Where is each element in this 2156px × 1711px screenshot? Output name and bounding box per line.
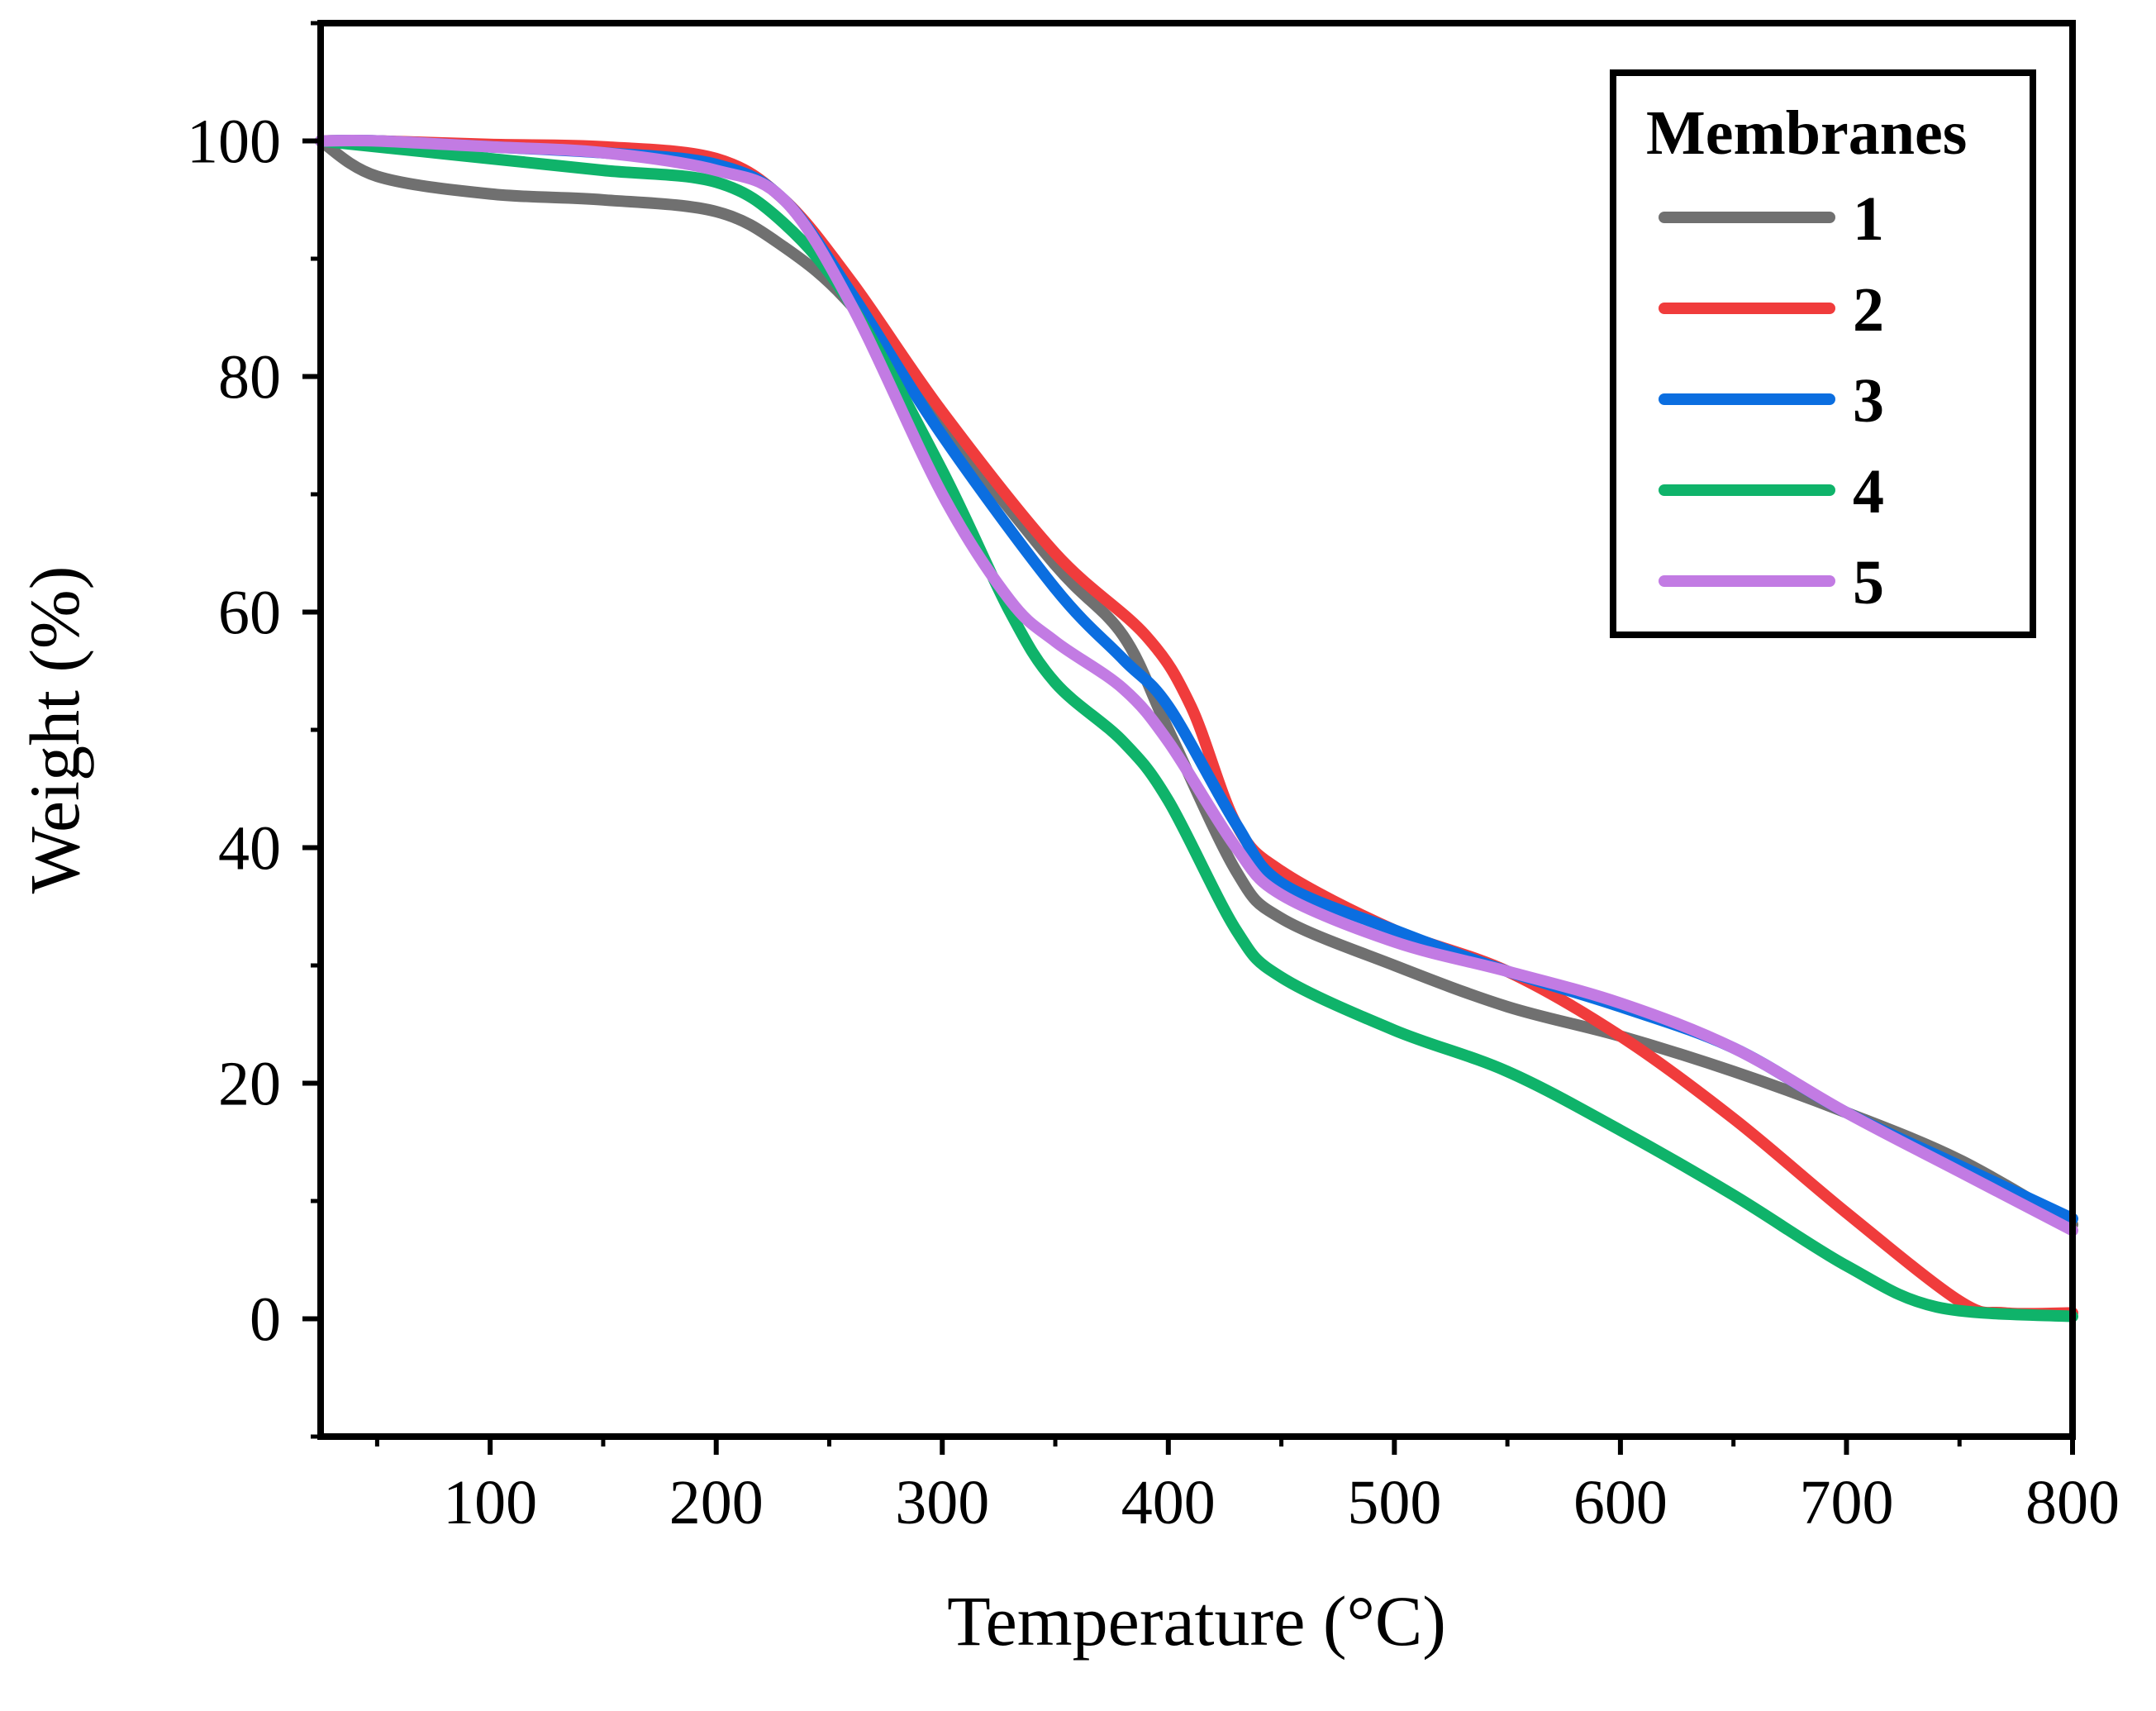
y-tick-label: 100 [187,107,281,177]
x-tick-label: 200 [669,1468,764,1537]
x-tick-label: 500 [1347,1468,1441,1537]
x-tick-label: 400 [1121,1468,1216,1537]
legend-label-3: 3 [1853,366,1884,436]
legend-label-4: 4 [1853,457,1884,527]
x-tick-label: 300 [895,1468,989,1537]
legend-box [1610,69,2036,638]
legend-title: Membranes [1646,98,1967,168]
ticks-layer: 100 200 300 400 500 600 700 800 0 20 40 60 80 100 [187,21,2120,1537]
x-tick-label: 700 [1799,1468,1893,1537]
series-line-1 [315,135,2078,1231]
y-tick-label: 80 [218,343,281,412]
series-line-4 [315,135,2078,1323]
y-tick-label: 0 [250,1285,281,1355]
series-line-2 [315,135,2078,1320]
x-axis-title: Temperature (°C) [947,1581,1446,1661]
y-axis-title: Weight (%) [15,566,94,894]
legend-label-5: 5 [1853,548,1884,617]
legend-items: 1 2 3 4 5 [1659,184,1884,617]
legend-label-2: 2 [1853,275,1884,345]
x-tick-label: 800 [2025,1468,2120,1537]
legend-label-1: 1 [1853,184,1884,254]
series-layer [315,134,2078,1323]
y-tick-label: 60 [218,579,281,648]
y-tick-label: 20 [218,1050,281,1119]
y-tick-label: 40 [218,814,281,884]
series-line-5 [315,134,2078,1237]
legend: Membranes 1 2 3 4 5 [1610,69,2036,638]
x-tick-label: 600 [1573,1468,1668,1537]
x-tick-label: 100 [443,1468,537,1537]
